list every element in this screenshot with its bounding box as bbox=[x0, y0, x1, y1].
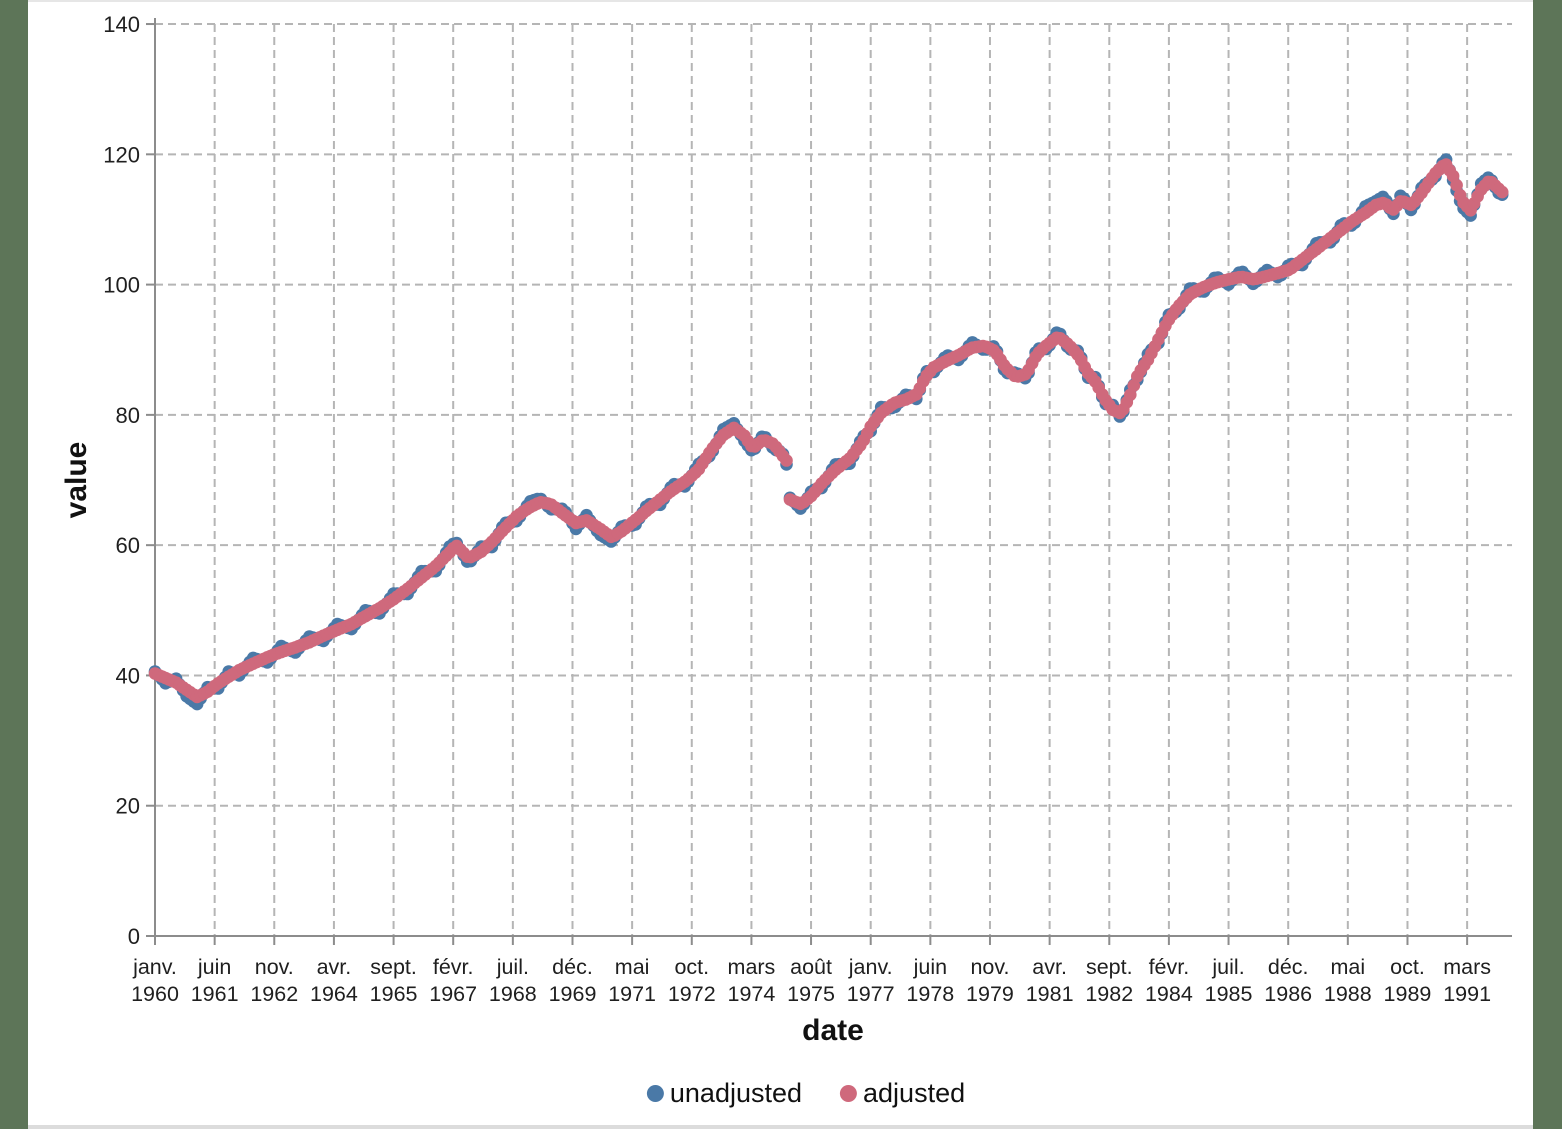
y-tick-label: 40 bbox=[116, 663, 140, 688]
x-tick-label-month: juin bbox=[197, 955, 231, 979]
x-tick-label-month: févr. bbox=[433, 955, 474, 979]
x-tick-label-month: mars bbox=[1443, 955, 1491, 979]
y-tick-label: 120 bbox=[103, 142, 140, 167]
x-tick-label-month: août bbox=[790, 955, 832, 979]
y-tick-label: 100 bbox=[103, 273, 140, 298]
x-tick-label-year: 1986 bbox=[1264, 982, 1312, 1006]
x-tick-label-month: janv. bbox=[132, 955, 177, 979]
x-tick-label-month: mars bbox=[728, 955, 776, 979]
x-tick-label-month: févr. bbox=[1149, 955, 1190, 979]
x-tick-label-year: 1962 bbox=[250, 982, 298, 1006]
data-points-adjusted bbox=[148, 158, 1509, 704]
x-tick-label-year: 1989 bbox=[1384, 982, 1432, 1006]
x-tick-label-year: 1977 bbox=[847, 982, 895, 1006]
x-tick-label-month: juil. bbox=[496, 955, 529, 979]
x-tick-label-year: 1975 bbox=[787, 982, 835, 1006]
x-tick-label-month: juin bbox=[913, 955, 947, 979]
x-tick-label-month: oct. bbox=[1390, 955, 1425, 979]
legend-label-adjusted: adjusted bbox=[863, 1078, 966, 1108]
x-tick-label-year: 1974 bbox=[728, 982, 776, 1006]
x-tick-label-year: 1988 bbox=[1324, 982, 1372, 1006]
x-tick-label-year: 1991 bbox=[1443, 982, 1491, 1006]
x-tick-label-month: avr. bbox=[1032, 955, 1067, 979]
x-tick-label-month: déc. bbox=[552, 955, 593, 979]
legend-label-unadjusted: unadjusted bbox=[669, 1078, 803, 1108]
x-tick-label-year: 1985 bbox=[1205, 982, 1253, 1006]
x-tick-label-year: 1982 bbox=[1085, 982, 1133, 1006]
x-tick-label-month: avr. bbox=[317, 955, 352, 979]
x-tick-label-year: 1984 bbox=[1145, 982, 1193, 1006]
unadjusted-marker-icon bbox=[646, 1085, 664, 1102]
y-tick-label: 80 bbox=[116, 403, 140, 428]
x-tick-label-year: 1971 bbox=[608, 982, 656, 1006]
y-tick-labels: 0 20 40 60 80 100 120 140 bbox=[103, 12, 140, 949]
x-tick-label-month: déc. bbox=[1268, 955, 1309, 979]
x-tick-label-month: oct. bbox=[674, 955, 709, 979]
chart-canvas bbox=[28, 0, 1533, 1129]
y-tick-label: 0 bbox=[128, 924, 140, 949]
x-tick-label-year: 1961 bbox=[191, 982, 239, 1006]
x-tick-label-month: nov. bbox=[970, 955, 1009, 979]
x-tick-label-month: sept. bbox=[370, 955, 417, 979]
gridlines bbox=[154, 23, 1512, 936]
x-tick-label-month: janv. bbox=[848, 955, 893, 979]
y-tick-label: 20 bbox=[116, 794, 140, 819]
x-tick-label-year: 1964 bbox=[310, 982, 358, 1006]
x-tick-label-year: 1967 bbox=[429, 982, 477, 1006]
y-tick-label: 60 bbox=[116, 533, 140, 558]
x-tick-label-month: juil. bbox=[1211, 955, 1244, 979]
y-tick-label: 140 bbox=[103, 12, 140, 37]
legend: unadjusted adjusted bbox=[646, 1078, 965, 1109]
x-tick-label-year: 1981 bbox=[1026, 982, 1074, 1006]
x-tick-label-month: mai bbox=[1330, 955, 1365, 979]
x-axis-title: date bbox=[802, 1014, 864, 1047]
legend-item-unadjusted[interactable]: unadjusted bbox=[646, 1078, 803, 1109]
x-tick-label-year: 1979 bbox=[966, 982, 1014, 1006]
y-axis-title: value bbox=[60, 441, 93, 519]
x-tick-label-month: nov. bbox=[255, 955, 294, 979]
x-tick-label-year: 1968 bbox=[489, 982, 537, 1006]
axes bbox=[146, 18, 1512, 945]
x-tick-label-year: 1978 bbox=[906, 982, 954, 1006]
x-tick-label-month: mai bbox=[615, 955, 650, 979]
x-tick-label-month: sept. bbox=[1086, 955, 1133, 979]
x-tick-label-year: 1965 bbox=[370, 982, 418, 1006]
legend-item-adjusted[interactable]: adjusted bbox=[840, 1078, 965, 1109]
x-tick-label-year: 1969 bbox=[549, 982, 597, 1006]
adjusted-marker-icon bbox=[840, 1085, 858, 1102]
x-tick-label-year: 1960 bbox=[131, 982, 179, 1006]
x-tick-label-year: 1972 bbox=[668, 982, 716, 1006]
x-tick-labels: janv. 1960 juin 1961 nov. 1962 avr. 1964 sept. 19… bbox=[131, 955, 1491, 1006]
